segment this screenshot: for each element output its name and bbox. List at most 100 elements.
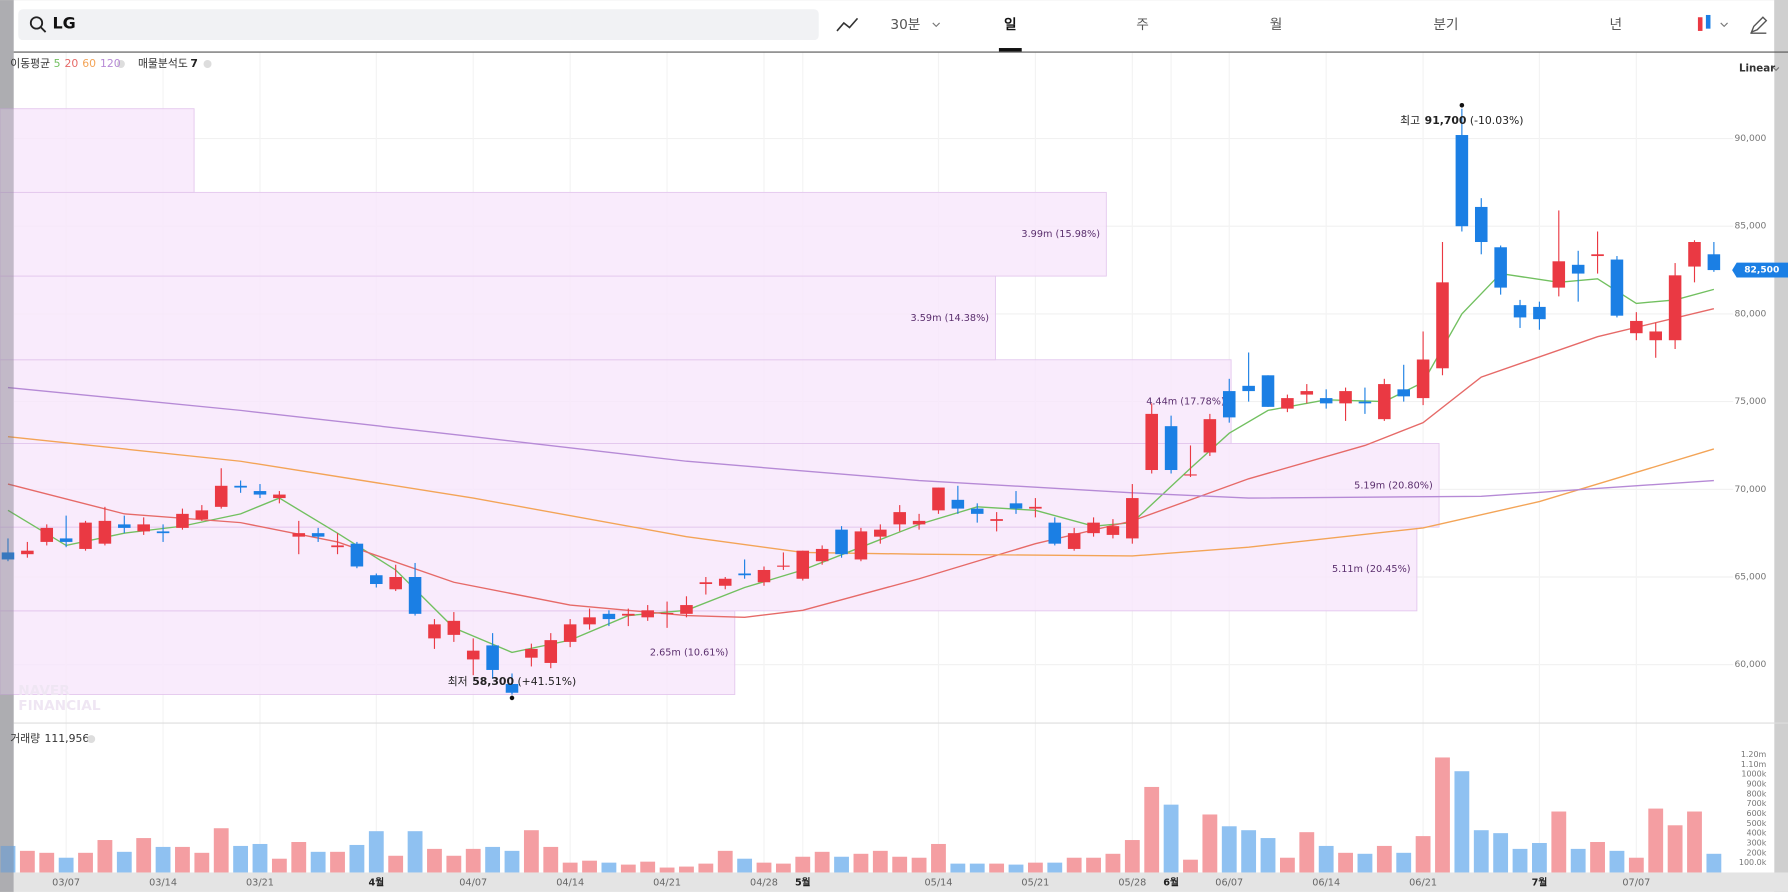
candle-body <box>1281 398 1294 409</box>
search-text[interactable]: LG <box>52 14 75 33</box>
candle-body <box>699 582 713 585</box>
volume-bar <box>834 856 849 873</box>
volume-bar <box>0 845 16 873</box>
volume-bar <box>892 856 908 873</box>
candle-body <box>1261 375 1275 407</box>
volume-bar <box>1687 811 1702 873</box>
candle-body <box>874 529 887 537</box>
candle-body <box>428 624 441 639</box>
candle-body <box>1029 506 1042 509</box>
candle-body <box>912 520 926 525</box>
tab[interactable]: 월 <box>1270 17 1283 33</box>
tab-indicator <box>998 48 1022 52</box>
close-icon[interactable] <box>203 60 212 68</box>
volume-bar <box>233 845 249 873</box>
candle-body <box>59 538 73 542</box>
volume-bar <box>78 852 93 873</box>
volume-bar <box>1105 853 1121 873</box>
left-frame <box>0 0 14 892</box>
tab[interactable]: 일 <box>1004 17 1017 33</box>
volume-bar <box>756 862 772 873</box>
ma-legend-entry: 120 <box>100 57 121 70</box>
extreme-label-prefix: 최저 <box>448 675 468 688</box>
volume-bar <box>388 855 404 873</box>
volume-bar <box>1648 808 1664 873</box>
candle-body <box>408 576 422 614</box>
ma-legend-entry: 5 <box>54 57 61 70</box>
volume-bar <box>872 850 888 873</box>
extreme-marker <box>509 695 515 701</box>
candle-body <box>990 519 1003 521</box>
close-icon[interactable] <box>87 735 96 744</box>
volume-bar <box>1628 857 1644 873</box>
candle-body <box>835 529 848 555</box>
x-tick-label: 05/14 <box>925 878 953 889</box>
x-tick-label: 07/07 <box>1622 878 1650 889</box>
x-tick-label: 06/07 <box>1215 878 1243 889</box>
profile-band <box>0 359 1232 444</box>
chart-type-icon[interactable] <box>1705 14 1711 29</box>
volume-bar <box>1396 852 1412 873</box>
candle-body <box>1649 331 1662 341</box>
extreme-value: 91,700 <box>1425 114 1467 127</box>
profile-label: 3.59m (14.38%) <box>911 313 990 324</box>
dropdown-icon <box>1772 67 1780 72</box>
x-tick-label: 05/21 <box>1021 878 1049 889</box>
candle-body <box>1184 474 1197 476</box>
candle-body <box>79 522 92 549</box>
candle-body <box>370 575 383 585</box>
candle-body <box>350 543 364 567</box>
candle-body <box>1552 261 1566 288</box>
volume-bar <box>1202 814 1218 873</box>
volume-bar <box>601 862 617 873</box>
candle-body <box>1436 282 1449 369</box>
close-icon[interactable] <box>116 60 125 68</box>
candle-body <box>893 512 906 525</box>
chart-type-icon[interactable] <box>1697 17 1703 31</box>
candle-body <box>1533 306 1546 320</box>
volume-tick-label: 700k <box>1747 799 1767 808</box>
x-tick-label: 04/28 <box>750 878 778 889</box>
candle-body <box>234 485 247 488</box>
volume-bar <box>194 852 210 873</box>
candle-body <box>292 533 306 537</box>
volume-bar <box>1279 857 1295 873</box>
candle-body <box>1126 498 1139 539</box>
candle-body <box>525 648 538 658</box>
volume-tick-label: 500k <box>1747 819 1767 828</box>
ma-line <box>7 307 1715 619</box>
volume-bar <box>775 863 791 873</box>
candle-body <box>195 510 209 520</box>
draw-tool-icon[interactable] <box>836 17 859 32</box>
volume-bar <box>368 831 384 873</box>
tab[interactable]: 년 <box>1610 17 1623 33</box>
profile-label: 4.44m (17.78%) <box>1146 397 1225 408</box>
scale-mode[interactable]: Linear <box>1739 63 1776 75</box>
search-box[interactable] <box>18 9 819 41</box>
tab[interactable]: 30분 <box>890 17 920 33</box>
candle-body <box>214 485 228 507</box>
profile-band <box>0 191 1107 277</box>
tab[interactable]: 주 <box>1136 17 1149 33</box>
y-tick-label: 75,000 <box>1734 397 1766 407</box>
candle-body <box>1009 503 1023 509</box>
volume-bar <box>485 846 501 873</box>
tab[interactable]: 분기 <box>1433 17 1458 33</box>
candle-body <box>1378 384 1391 420</box>
volume-bar <box>1357 853 1373 873</box>
pen-icon[interactable] <box>1750 16 1768 34</box>
volume-tick-label: 800k <box>1747 789 1767 798</box>
extreme-label: 최고 91,700 (-10.03%) <box>1400 114 1523 127</box>
x-tick-label: 06/14 <box>1312 878 1340 889</box>
x-tick-label: 04/07 <box>459 878 487 889</box>
candle-body <box>660 612 674 615</box>
volume-bar <box>1086 857 1101 873</box>
candle-body <box>1610 259 1624 316</box>
volume-bar <box>717 850 733 873</box>
volume-bar <box>1590 842 1605 873</box>
volume-bar <box>407 831 423 873</box>
candle-body <box>544 640 558 663</box>
candle-body <box>1455 135 1469 227</box>
profile-bands: 7 <box>190 57 198 70</box>
